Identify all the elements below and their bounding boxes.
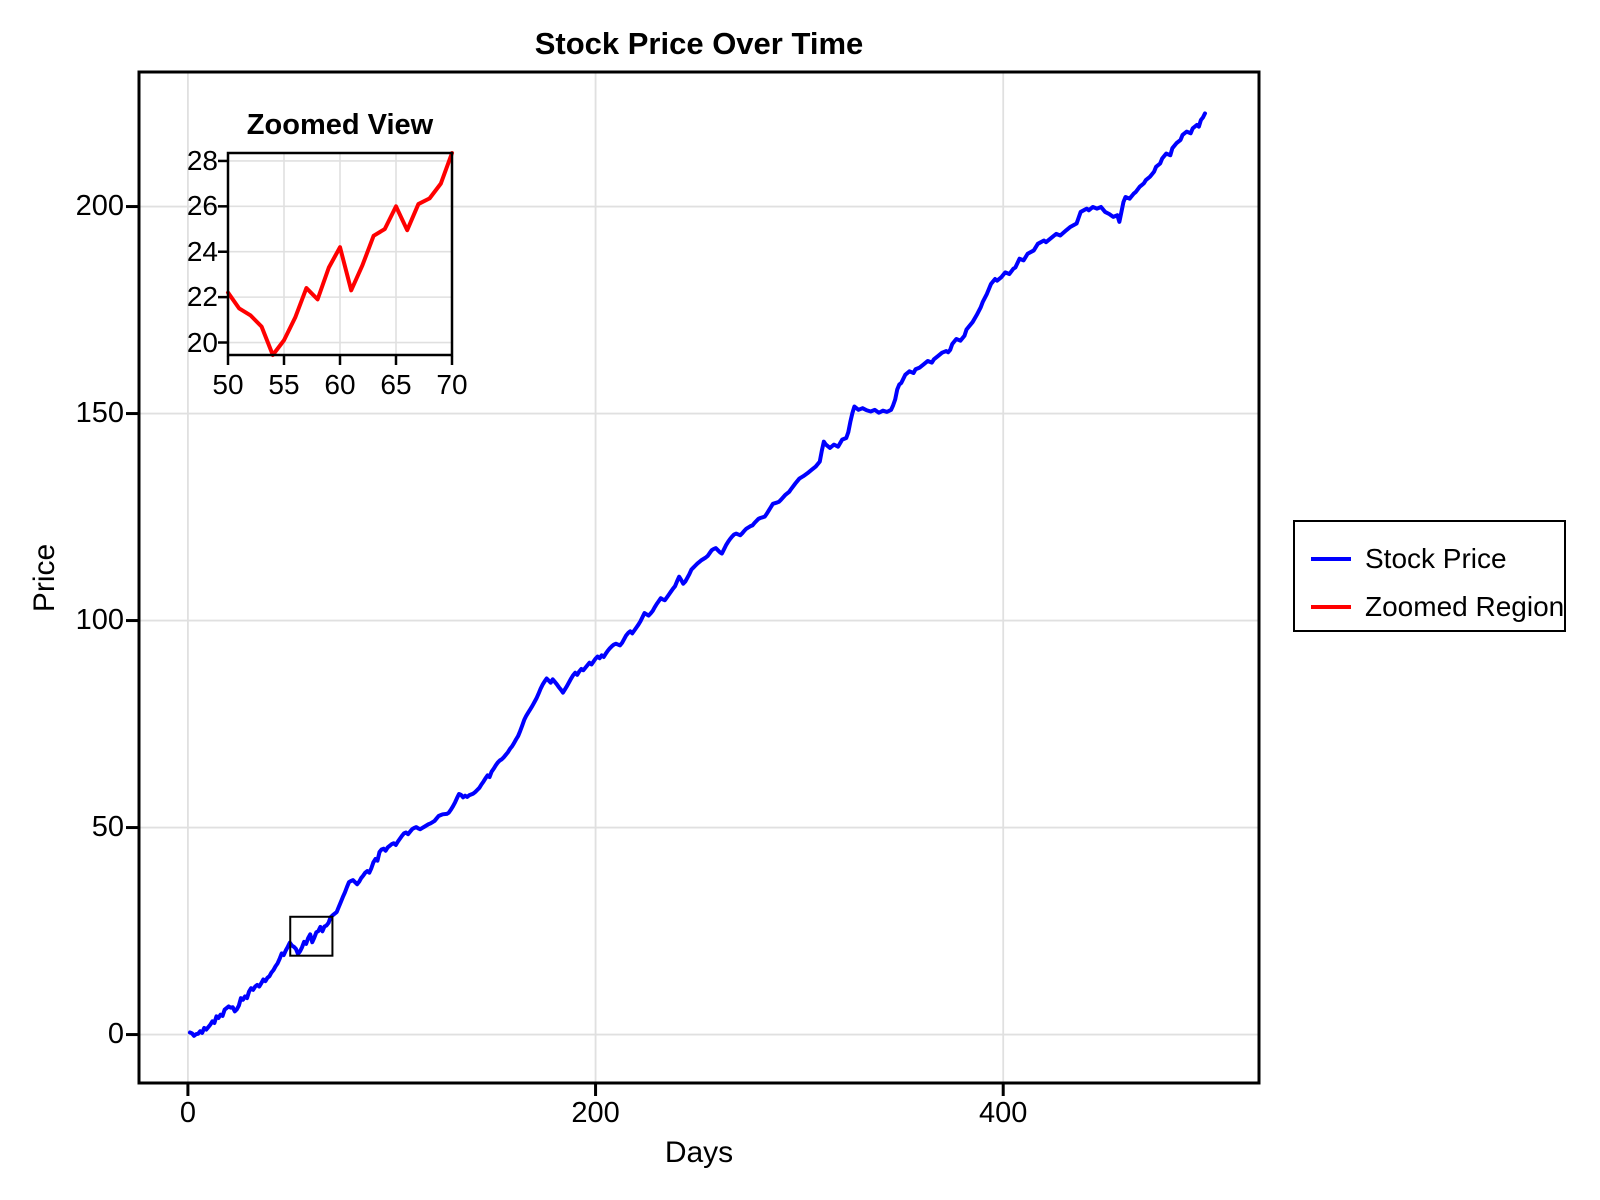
- main-xtick-label: 0: [179, 1097, 196, 1129]
- zoom-region-rect: [289, 915, 334, 957]
- inset-axes-frame: [226, 151, 454, 357]
- inset-xtick-label: 65: [380, 369, 412, 400]
- legend-item-stock-price: Stock Price: [1311, 543, 1564, 575]
- main-xtick-label: 400: [979, 1097, 1028, 1129]
- main-ytick-label: 0: [107, 1017, 124, 1050]
- legend-label: Zoomed Region: [1365, 591, 1565, 622]
- legend-box: Stock Price Zoomed Region: [1293, 520, 1566, 632]
- legend-item-zoomed-region: Zoomed Region: [1311, 591, 1564, 623]
- main-xtick-label: 200: [571, 1097, 620, 1129]
- chart-title: Stock Price Over Time: [534, 26, 864, 61]
- inset-xtick-label: 60: [324, 369, 356, 400]
- inset-title: Zoomed View: [246, 109, 434, 141]
- stock-price-line-swatch: [1311, 557, 1351, 561]
- inset-xtick-label: 50: [212, 369, 244, 400]
- x-axis-label: Days: [664, 1136, 734, 1169]
- zoomed-region-line-swatch: [1311, 605, 1351, 609]
- main-ytick-label: 50: [91, 810, 124, 843]
- main-ytick-label: 100: [75, 603, 124, 636]
- main-ytick-label: 150: [75, 396, 124, 429]
- zoomed-region-line: [226, 151, 454, 357]
- inset-ytick-label: 24: [186, 235, 218, 267]
- inset-ytick-label: 28: [186, 144, 218, 176]
- main-axes-frame: [137, 70, 1261, 1085]
- inset-xtick-label: 55: [268, 369, 300, 400]
- inset-ytick-label: 22: [186, 281, 218, 313]
- inset-ytick-label: 20: [186, 326, 218, 358]
- legend-label: Stock Price: [1365, 543, 1507, 574]
- main-ytick-label: 200: [75, 189, 124, 222]
- inset-xtick-label: 70: [436, 369, 468, 400]
- inset-ytick-label: 26: [186, 190, 218, 222]
- y-axis-label: Price: [28, 543, 61, 613]
- stock-price-line: [187, 111, 1207, 1038]
